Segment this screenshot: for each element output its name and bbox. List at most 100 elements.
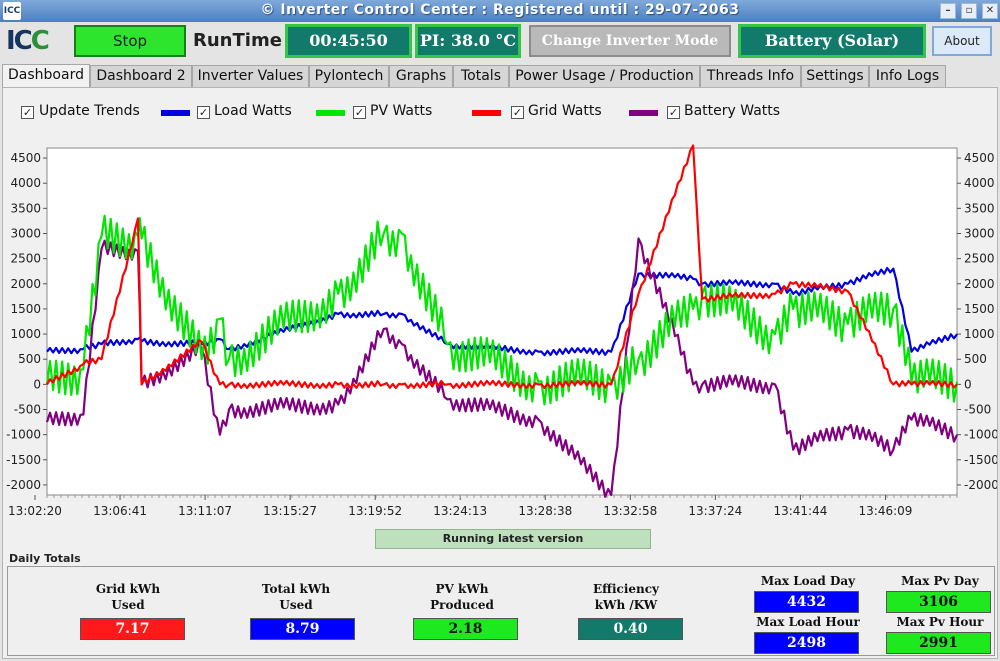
x-tick-label: 13:15:27 — [263, 504, 317, 518]
update-trends-label: Update Trends — [39, 103, 140, 119]
y-tick-label-right: 2500 — [964, 252, 995, 266]
tab-totals[interactable]: Totals — [453, 65, 509, 87]
tab-inverter-values[interactable]: Inverter Values — [192, 65, 309, 87]
max-pv-hour-value: 2991 — [886, 632, 991, 654]
trend-chart: 4500 4500 4000 4000 3500 3500 3000 3000 2500 2500… — [6, 144, 997, 518]
y-tick-label-left: -2000 — [6, 478, 41, 492]
stop-button[interactable]: Stop — [74, 25, 186, 57]
icc-logo: ICC — [6, 26, 50, 56]
y-tick-label-left: 500 — [18, 352, 41, 366]
status-bar: Running latest version — [375, 529, 651, 549]
top-bar: ICC Stop RunTime 00:45:50 PI: 38.0 °C Ch… — [0, 22, 1000, 62]
tab-dashboard[interactable]: Dashboard — [2, 64, 90, 88]
app-icon: ICC — [3, 2, 21, 20]
y-tick-label-left: 4000 — [10, 176, 41, 190]
battery-swatch — [629, 110, 658, 116]
x-tick-label: 13:41:44 — [773, 504, 827, 518]
dashboard-panel: ✓ Update Trends ✓ Load Watts ✓ PV Watts … — [2, 87, 998, 659]
daily-totals-frame: Grid kWh Used 7.17 Total kWh Used 8.79 P… — [7, 566, 995, 656]
max-load-day-value: 4432 — [754, 591, 859, 613]
load-swatch — [161, 110, 190, 116]
y-tick-label-right: -2000 — [964, 478, 997, 492]
x-tick-label: 13:06:41 — [93, 504, 147, 518]
runtime-value: 00:45:50 — [285, 24, 412, 58]
y-tick-label-right: 2000 — [964, 277, 995, 291]
y-tick-label-left: -1000 — [6, 428, 41, 442]
load-watts-label: Load Watts — [214, 103, 292, 119]
max-pv-hour-label: Max Pv Hour — [896, 615, 984, 629]
max-load-day-label: Max Load Day — [760, 574, 856, 588]
efficiency-label: Efficiency kWh /KW — [592, 582, 660, 612]
daily-totals-title: Daily Totals — [9, 552, 81, 565]
y-tick-label-left: -1500 — [6, 453, 41, 467]
y-tick-label-left: 1000 — [10, 327, 41, 341]
pv-watts-label: PV Watts — [370, 103, 433, 119]
grid-watts-line — [46, 144, 958, 389]
load-watts-checkbox[interactable]: ✓ — [197, 106, 210, 119]
change-inverter-mode-button[interactable]: Change Inverter Mode — [529, 25, 731, 57]
y-tick-label-left: -500 — [14, 403, 41, 417]
x-tick-label: 13:28:38 — [518, 504, 572, 518]
total-kwh-label: Total kWh Used — [261, 582, 331, 612]
battery-watts-checkbox[interactable]: ✓ — [667, 106, 680, 119]
tab-settings[interactable]: Settings — [801, 65, 869, 87]
y-tick-label-left: 3500 — [10, 201, 41, 215]
total-kwh-value: 8.79 — [250, 618, 355, 640]
y-tick-label-right: 3000 — [964, 226, 995, 240]
y-tick-label-left: 3000 — [10, 226, 41, 240]
x-tick-label: 13:37:24 — [688, 504, 742, 518]
y-tick-label-left: 2500 — [10, 252, 41, 266]
tab-pylontech[interactable]: Pylontech — [309, 65, 389, 87]
x-tick-label: 13:11:07 — [178, 504, 232, 518]
y-tick-label-left: 1500 — [10, 302, 41, 316]
tab-dashboard-2[interactable]: Dashboard 2 — [90, 65, 192, 87]
y-tick-label-right: 3500 — [964, 201, 995, 215]
update-trends-checkbox[interactable]: ✓ — [21, 106, 34, 119]
runtime-label: RunTime — [193, 30, 282, 51]
x-tick-label: 13:46:09 — [859, 504, 913, 518]
battery-watts-label: Battery Watts — [684, 103, 781, 119]
efficiency-value: 0.40 — [578, 618, 683, 640]
tab-info-logs[interactable]: Info Logs — [869, 65, 946, 87]
minimize-icon[interactable]: – — [940, 3, 956, 19]
y-tick-label-right: -1000 — [964, 428, 997, 442]
y-tick-label-right: -1500 — [964, 453, 997, 467]
tab-bar: Dashboard Dashboard 2 Inverter Values Py… — [0, 64, 1000, 88]
pv-watts-checkbox[interactable]: ✓ — [353, 106, 366, 119]
plot-area — [46, 147, 958, 496]
tab-power-usage[interactable]: Power Usage / Production — [509, 65, 700, 87]
y-tick-label-left: 0 — [33, 377, 41, 391]
pv-watts-line — [45, 214, 959, 406]
close-icon[interactable]: ✕ — [982, 3, 998, 19]
grid-watts-label: Grid Watts — [528, 103, 602, 119]
tab-graphs[interactable]: Graphs — [389, 65, 453, 87]
y-tick-label-right: 1500 — [964, 302, 995, 316]
y-tick-label-left: 4500 — [10, 151, 41, 165]
about-button[interactable]: About — [932, 26, 992, 56]
x-tick-label: 13:02:20 — [8, 504, 62, 518]
max-load-hour-label: Max Load Hour — [756, 615, 860, 629]
grid-swatch — [472, 110, 501, 116]
pv-kwh-label: PV kWh Produced — [430, 582, 494, 612]
pv-kwh-value: 2.18 — [413, 618, 518, 640]
tab-threads-info[interactable]: Threads Info — [700, 65, 801, 87]
max-pv-day-label: Max Pv Day — [901, 574, 979, 588]
y-tick-label-right: 1000 — [964, 327, 995, 341]
max-load-hour-value: 2498 — [754, 632, 859, 654]
inverter-mode-value: Battery (Solar) — [738, 24, 926, 58]
y-tick-label-right: -500 — [964, 403, 991, 417]
maximize-icon[interactable]: ▫ — [961, 3, 977, 19]
x-tick-label: 13:24:13 — [433, 504, 487, 518]
y-tick-label-right: 4500 — [964, 151, 995, 165]
x-tick-label: 13:32:58 — [603, 504, 657, 518]
y-tick-label-right: 500 — [964, 352, 987, 366]
grid-watts-checkbox[interactable]: ✓ — [511, 106, 524, 119]
y-tick-label-right: 4000 — [964, 176, 995, 190]
title-bar: ICC © Inverter Control Center : Register… — [0, 0, 1000, 22]
x-tick-label: 13:19:52 — [348, 504, 402, 518]
window-title: © Inverter Control Center : Registered u… — [260, 2, 740, 18]
pi-temperature: PI: 38.0 °C — [415, 24, 521, 58]
y-tick-label-left: 2000 — [10, 277, 41, 291]
grid-kwh-value: 7.17 — [80, 618, 185, 640]
